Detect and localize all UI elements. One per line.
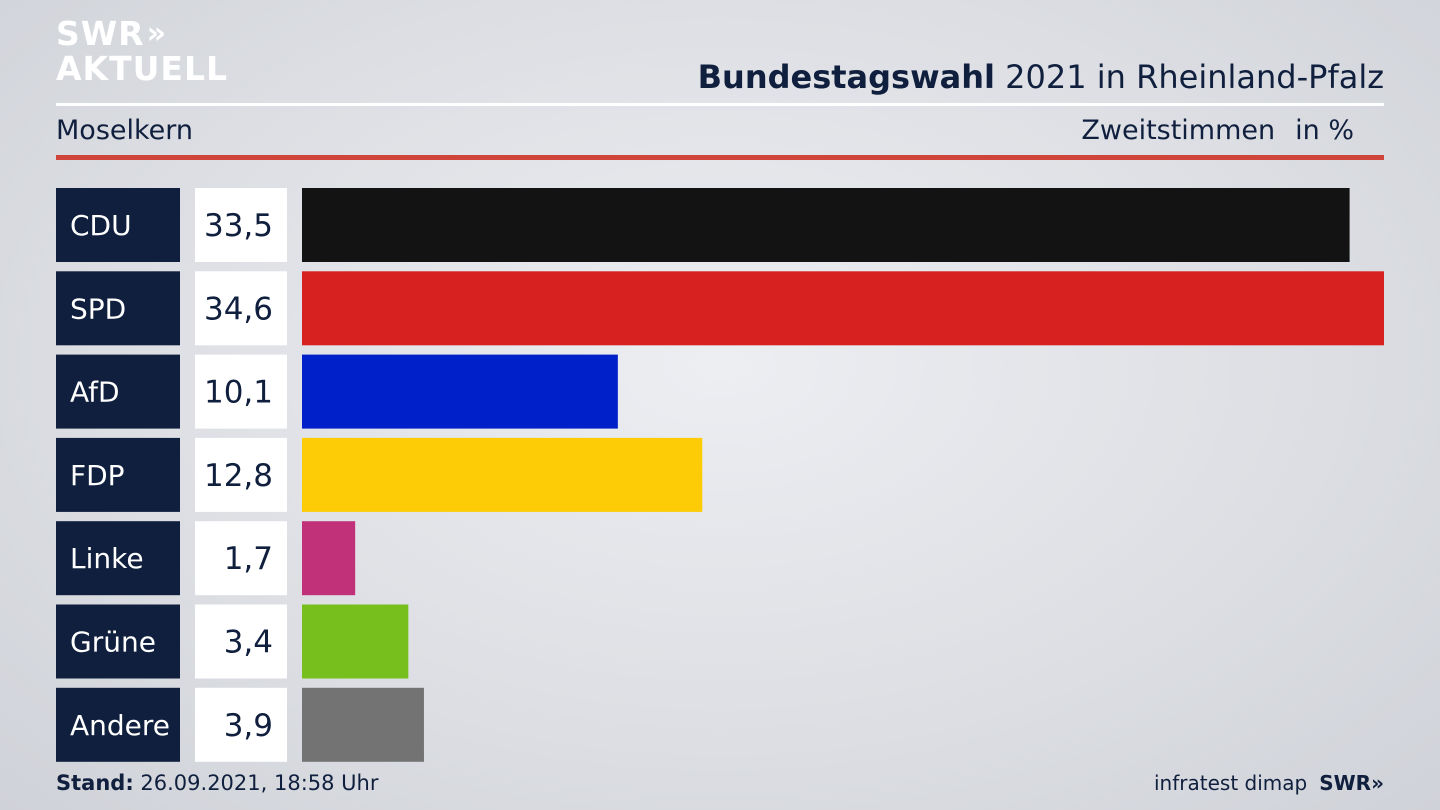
bar-row-spd: SPD 34,6 [56, 271, 1384, 346]
value-box [195, 271, 287, 346]
source-credit: infratest dimap SWR» [1154, 771, 1384, 795]
party-label-box [56, 354, 180, 429]
party-label-box [56, 271, 180, 346]
bar-gr-ne [302, 604, 409, 679]
source-label: infratest dimap [1154, 771, 1308, 795]
value-box [195, 687, 287, 762]
value-box [195, 437, 287, 512]
chart-title-rest: 2021 in Rheinland-Pfalz [995, 58, 1384, 96]
swr-brand-mark: SWR» [1319, 771, 1384, 795]
region-name: Moselkern [56, 115, 194, 146]
party-label: SPD [70, 292, 126, 325]
subtitle-measure: Zweitstimmen [1081, 115, 1276, 146]
bar-spd [302, 271, 1384, 346]
bar-row-afd: AfD 10,1 [56, 354, 618, 429]
party-label: Andere [70, 709, 170, 742]
party-label: Grüne [70, 626, 156, 659]
bar-afd [302, 354, 618, 429]
bar-cdu [302, 188, 1350, 262]
party-label-box [56, 437, 180, 512]
party-label: AfD [70, 376, 120, 409]
party-label: CDU [70, 209, 132, 242]
value-label: 1,7 [224, 541, 273, 577]
logo-swr-text: SWR [56, 14, 145, 53]
value-label: 33,5 [204, 208, 273, 244]
party-label-box [56, 521, 180, 596]
swr-aktuell-logo: SWR » AKTUELL [56, 16, 228, 86]
bar-fdp [302, 437, 703, 512]
chart-subtitle: Zweitstimmen in % [1081, 115, 1354, 146]
value-box [195, 188, 287, 262]
logo-aktuell-text: AKTUELL [56, 49, 229, 88]
value-label: 3,4 [224, 625, 273, 661]
party-label-box [56, 687, 180, 762]
value-box [195, 604, 287, 679]
timestamp: Stand: 26.09.2021, 18:58 Uhr [56, 771, 379, 795]
bar-row-fdp: FDP 12,8 [56, 437, 703, 512]
header-divider [56, 103, 1384, 106]
chart-title-bold: Bundestagswahl [697, 58, 995, 96]
stand-value: 26.09.2021, 18:58 Uhr [133, 771, 379, 795]
value-label: 10,1 [204, 375, 273, 411]
value-label: 34,6 [204, 291, 273, 327]
stand-label: Stand: [56, 771, 134, 795]
bar-andere [302, 687, 424, 762]
accent-divider [56, 155, 1384, 160]
party-label: Linke [70, 542, 144, 575]
bar-row-linke: Linke 1,7 [56, 521, 356, 596]
bar-row-cdu: CDU 33,5 [56, 188, 1350, 262]
party-label-box [56, 188, 180, 262]
bar-row-gr-ne: Grüne 3,4 [56, 604, 409, 679]
chart-title: Bundestagswahl 2021 in Rheinland-Pfalz [698, 58, 1384, 96]
party-label: FDP [70, 459, 125, 492]
bar-row-andere: Andere 3,9 [56, 687, 424, 762]
value-label: 12,8 [204, 458, 273, 494]
value-box [195, 354, 287, 429]
value-label: 3,9 [224, 708, 273, 744]
bar-linke [302, 521, 356, 596]
party-label-box [56, 604, 180, 679]
subtitle-unit: in % [1295, 115, 1354, 146]
value-box [195, 521, 287, 596]
